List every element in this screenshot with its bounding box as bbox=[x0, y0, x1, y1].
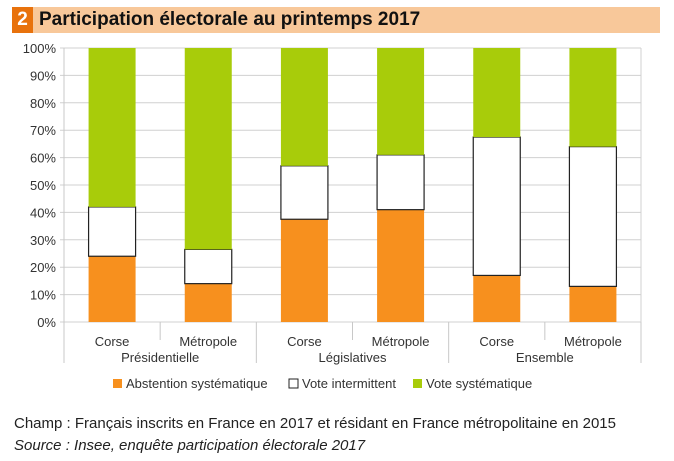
bar-segment-1 bbox=[280, 165, 329, 220]
legend-label: Vote systématique bbox=[426, 376, 532, 391]
y-tick-label: 80% bbox=[30, 96, 56, 111]
bar-segment-2 bbox=[280, 48, 328, 166]
chart-title: Participation électorale au printemps 20… bbox=[39, 9, 421, 30]
category-label: Métropole bbox=[564, 334, 622, 349]
bar-segment-2 bbox=[473, 48, 521, 138]
group-label: Présidentielle bbox=[121, 350, 199, 365]
y-tick-label: 0% bbox=[37, 315, 56, 330]
bar-segment-0 bbox=[377, 209, 425, 322]
legend-label: Abstention systématique bbox=[126, 376, 268, 391]
category-label: Corse bbox=[287, 334, 322, 349]
bar-segment-0 bbox=[88, 256, 136, 322]
bar-segment-2 bbox=[569, 48, 617, 147]
legend-label: Vote intermittent bbox=[302, 376, 396, 391]
y-tick-label: 20% bbox=[30, 260, 56, 275]
category-label: Métropole bbox=[372, 334, 430, 349]
group-label: Ensemble bbox=[516, 350, 574, 365]
bar-segment-1 bbox=[568, 146, 618, 287]
y-tick-label: 10% bbox=[30, 288, 56, 303]
category-label: Métropole bbox=[179, 334, 237, 349]
y-tick-label: 40% bbox=[30, 205, 56, 220]
bar-segment-1 bbox=[184, 248, 233, 285]
category-label: Corse bbox=[479, 334, 514, 349]
title-bar: 2 Participation électorale au printemps … bbox=[12, 7, 660, 33]
y-tick-label: 100% bbox=[23, 41, 57, 56]
figure-number: 2 bbox=[12, 7, 33, 33]
legend-swatch bbox=[288, 378, 299, 389]
footnote-source: Source : Insee, enquête participation él… bbox=[14, 437, 366, 454]
bar-segment-0 bbox=[569, 286, 617, 322]
y-tick-label: 30% bbox=[30, 233, 56, 248]
bar-segment-0 bbox=[280, 219, 328, 322]
group-label: Législatives bbox=[319, 350, 387, 365]
y-tick-label: 70% bbox=[30, 123, 56, 138]
bar-segment-1 bbox=[376, 154, 425, 211]
bar-segment-0 bbox=[473, 275, 521, 322]
footnote-champ: Champ : Français inscrits en France en 2… bbox=[14, 415, 616, 432]
y-tick-label: 50% bbox=[30, 178, 56, 193]
bar-segment-0 bbox=[184, 283, 232, 322]
y-tick-label: 90% bbox=[30, 68, 56, 83]
bar-segment-1 bbox=[472, 136, 521, 277]
category-label: Corse bbox=[95, 334, 130, 349]
y-tick-label: 60% bbox=[30, 151, 56, 166]
bar-segment-2 bbox=[377, 48, 425, 155]
chart: 0% 10% 20% 30% 40% 50% 60% 70% 80% 90% 100% Corse Mé… bbox=[23, 41, 642, 391]
bar-segment-1 bbox=[87, 206, 137, 257]
bar-segment-2 bbox=[184, 48, 232, 250]
bar-segment-2 bbox=[88, 48, 136, 207]
legend-swatch bbox=[113, 379, 122, 388]
legend-swatch bbox=[413, 379, 422, 388]
